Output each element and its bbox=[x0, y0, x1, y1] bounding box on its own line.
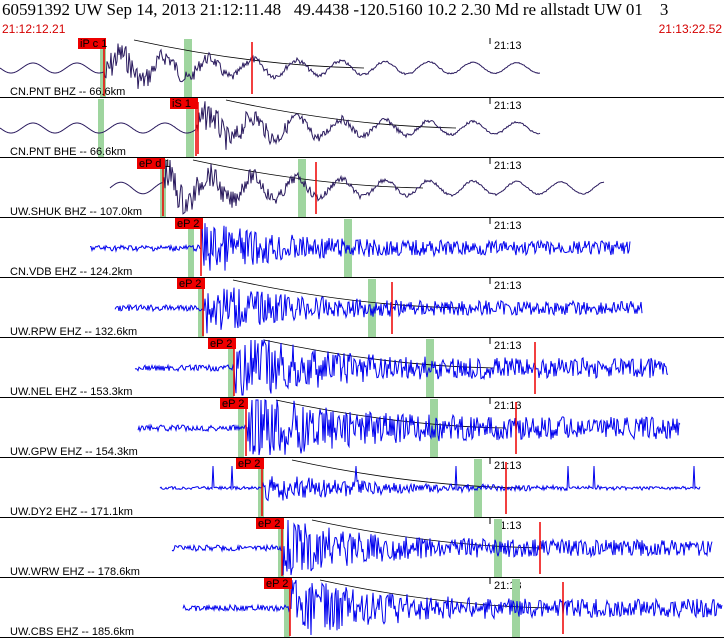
header: 60591392 UW Sep 14, 2013 21:12:11.48 49.… bbox=[0, 0, 724, 38]
waveform bbox=[114, 287, 643, 334]
pick-flag[interactable] bbox=[256, 518, 284, 529]
minute-label: 21:13 bbox=[494, 460, 522, 472]
channel-row[interactable]: 21:13 iS 1 CN.PNT BHE -- 66.6km bbox=[0, 98, 724, 158]
pick-label: eP 2 bbox=[179, 278, 201, 290]
phase-window bbox=[186, 99, 194, 157]
pick-flag[interactable] bbox=[177, 278, 205, 289]
pick-flag[interactable] bbox=[264, 578, 292, 589]
pick-label: iP c 1 bbox=[80, 38, 107, 50]
phase-window bbox=[494, 519, 502, 577]
phase-window bbox=[188, 219, 194, 277]
travel-time-curve bbox=[133, 39, 365, 69]
pick-flag[interactable] bbox=[137, 158, 165, 169]
phase-window bbox=[278, 519, 284, 577]
minute-label: 21:13 bbox=[494, 280, 522, 292]
minute-label: 21:13 bbox=[494, 100, 522, 112]
waveform bbox=[90, 220, 631, 271]
channel-row[interactable]: 21:13 iP c 1 CN.PNT BHZ -- 66.6km bbox=[0, 38, 724, 98]
start-time: 21:12:12.21 bbox=[2, 22, 66, 36]
channel-row[interactable]: 21:13 eP d 1 UW.SHUK BHZ -- 107.0km bbox=[0, 158, 724, 218]
pick-flag[interactable] bbox=[175, 218, 203, 229]
travel-time-curve bbox=[232, 279, 464, 309]
pick-flag[interactable] bbox=[220, 398, 248, 409]
waveform bbox=[171, 519, 713, 576]
pick-label: eP 2 bbox=[177, 218, 199, 230]
waveform bbox=[0, 43, 540, 89]
channel-row[interactable]: 21:13 eP 2 UW.GPW EHZ -- 154.3km bbox=[0, 398, 724, 458]
waveform bbox=[182, 579, 723, 636]
pick-label: eP 2 bbox=[258, 518, 280, 530]
waveform bbox=[137, 399, 681, 456]
channel-label: UW.GPW EHZ -- 154.3km bbox=[10, 446, 138, 458]
minute-label: 21:13 bbox=[494, 220, 522, 232]
phase-window bbox=[98, 99, 104, 157]
pick-flag[interactable] bbox=[236, 458, 264, 469]
phase-window bbox=[198, 279, 204, 337]
channel-label: UW.SHUK BHZ -- 107.0km bbox=[10, 206, 142, 218]
channel-label: UW.WRW EHZ -- 178.6km bbox=[10, 566, 140, 578]
minute-label: 21:13 bbox=[494, 340, 522, 352]
event-title: 60591392 UW Sep 14, 2013 21:12:11.48 49.… bbox=[2, 0, 669, 19]
pick-flag[interactable] bbox=[208, 338, 236, 349]
phase-window bbox=[298, 159, 306, 217]
waveform bbox=[159, 465, 701, 502]
waveform bbox=[0, 101, 541, 150]
pick-label: eP 2 bbox=[238, 458, 260, 470]
channel-label: UW.DY2 EHZ -- 171.1km bbox=[10, 506, 133, 518]
pick-label: eP d 1 bbox=[139, 158, 171, 170]
phase-window bbox=[368, 279, 376, 337]
pick-label: eP 2 bbox=[266, 578, 288, 590]
pick-label: eP 2 bbox=[222, 398, 244, 410]
phase-window bbox=[184, 39, 192, 97]
travel-time-curve bbox=[291, 459, 523, 489]
phase-window bbox=[430, 399, 438, 457]
pick-flag[interactable] bbox=[170, 98, 198, 109]
pick-label: eP 2 bbox=[210, 338, 232, 350]
channel-label: CN.PNT BHE -- 66.6km bbox=[10, 146, 126, 158]
channel-row[interactable]: 21:13 eP 2 UW.NEL EHZ -- 153.3km bbox=[0, 338, 724, 398]
channel-row[interactable]: 21:13 eP 2 UW.DY2 EHZ -- 171.1km bbox=[0, 458, 724, 518]
pick-label: iS 1 bbox=[172, 98, 191, 110]
minute-label: 21:13 bbox=[494, 40, 522, 52]
travel-time-curve bbox=[263, 339, 495, 369]
phase-window bbox=[426, 339, 434, 397]
channel-label: UW.CBS EHZ -- 185.6km bbox=[10, 626, 134, 638]
pick-flag[interactable] bbox=[78, 38, 106, 49]
waveform bbox=[134, 338, 669, 396]
travel-time-curve bbox=[192, 159, 424, 189]
channel-row[interactable]: 21:13 eP 2 CN.VDB EHZ -- 124.2km bbox=[0, 218, 724, 278]
minute-label: 21:13 bbox=[494, 160, 522, 172]
channel-label: UW.RPW EHZ -- 132.6km bbox=[10, 326, 137, 338]
channel-label: CN.VDB EHZ -- 124.2km bbox=[10, 266, 132, 278]
minute-label: 21:13 bbox=[494, 400, 522, 412]
phase-window bbox=[100, 39, 106, 97]
seismogram-panel[interactable]: 21:13 iP c 1 CN.PNT BHZ -- 66.6km 21:13 iS 1… bbox=[0, 38, 724, 638]
waveform bbox=[109, 159, 605, 215]
channel-label: UW.NEL EHZ -- 153.3km bbox=[10, 386, 132, 398]
channel-row[interactable]: 21:13 eP 2 UW.RPW EHZ -- 132.6km bbox=[0, 278, 724, 338]
phase-window bbox=[284, 579, 290, 637]
end-time: 21:13:22.52 bbox=[658, 22, 722, 36]
channel-label: CN.PNT BHZ -- 66.6km bbox=[10, 86, 125, 98]
